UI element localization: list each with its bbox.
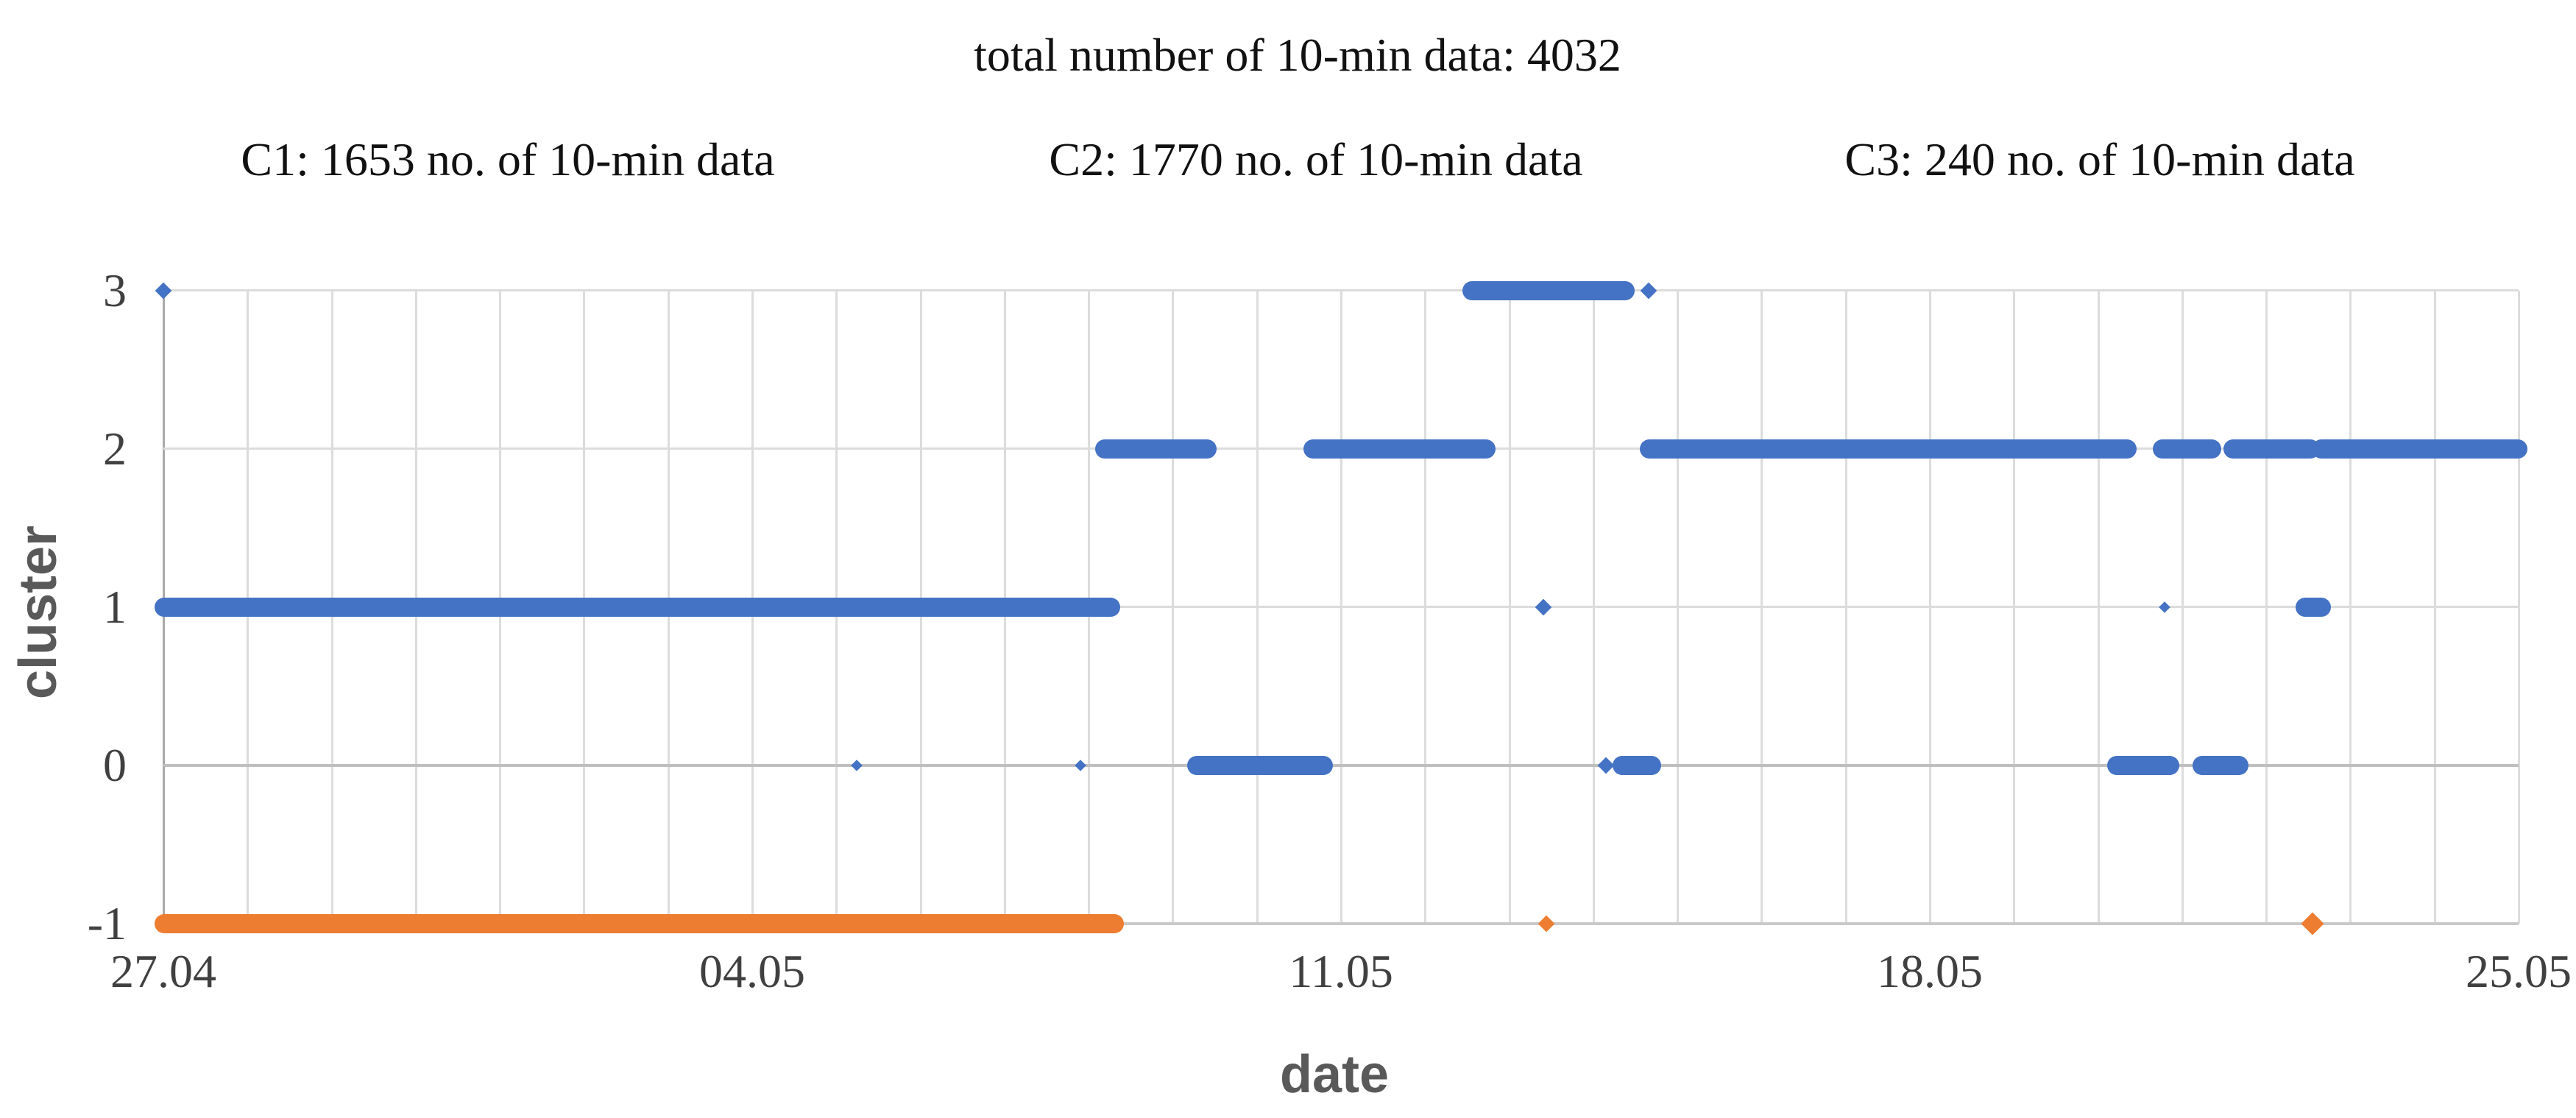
x-tick-label: 04.05: [699, 945, 805, 997]
chart-title: total number of 10-min data: 4032: [974, 29, 1621, 81]
plot-area: [155, 281, 2527, 935]
data-segment: [1640, 439, 2137, 459]
data-segment: [2223, 439, 2320, 459]
data-point-diamond: [1597, 757, 1615, 774]
data-segment: [1187, 756, 1334, 775]
x-tick-label: 18.05: [1877, 945, 1983, 997]
y-tick-label: 1: [103, 581, 127, 633]
y-tick-label: 0: [103, 739, 127, 791]
horizontal-gridline: [163, 606, 2519, 608]
x-axis-title: date: [1279, 1045, 1390, 1104]
data-segment: [155, 914, 1124, 933]
data-segment: [2193, 756, 2248, 775]
data-point-diamond: [1535, 598, 1552, 616]
data-segment: [1612, 756, 1661, 775]
data-segment: [1303, 439, 1496, 459]
data-point-diamond: [1074, 760, 1086, 771]
data-point-diamond: [850, 760, 863, 771]
cluster-c2-count-label: C2: 1770 no. of 10-min data: [1049, 133, 1583, 185]
y-tick-label: -1: [87, 897, 127, 949]
x-tick-label: 11.05: [1289, 945, 1393, 997]
horizontal-gridline: [163, 289, 2519, 291]
data-segment: [155, 598, 1120, 617]
cluster-c3-count-label: C3: 240 no. of 10-min data: [1844, 133, 2355, 185]
data-segment: [2295, 598, 2331, 617]
x-tick-label: 25.05: [2466, 945, 2572, 997]
data-point-diamond: [1640, 282, 1657, 300]
y-tick-label: 2: [103, 422, 127, 475]
data-point-diamond: [1538, 915, 1555, 933]
cluster-c1-count-label: C1: 1653 no. of 10-min data: [241, 133, 775, 185]
data-segment: [2312, 439, 2527, 459]
x-tick-label: 27.04: [110, 945, 216, 997]
plot-bottom-border: [163, 922, 2519, 925]
data-point-diamond: [2159, 601, 2170, 613]
y-axis-title: cluster: [9, 525, 68, 700]
vertical-gridline: [2518, 291, 2520, 924]
data-segment: [1462, 281, 1635, 300]
data-point-diamond: [2301, 912, 2324, 935]
data-point-diamond: [155, 282, 172, 300]
data-segment: [2153, 439, 2221, 459]
x-axis-line: [163, 764, 2519, 767]
data-segment: [1094, 439, 1217, 459]
y-tick-label: 3: [103, 264, 127, 316]
data-segment: [2106, 756, 2179, 775]
